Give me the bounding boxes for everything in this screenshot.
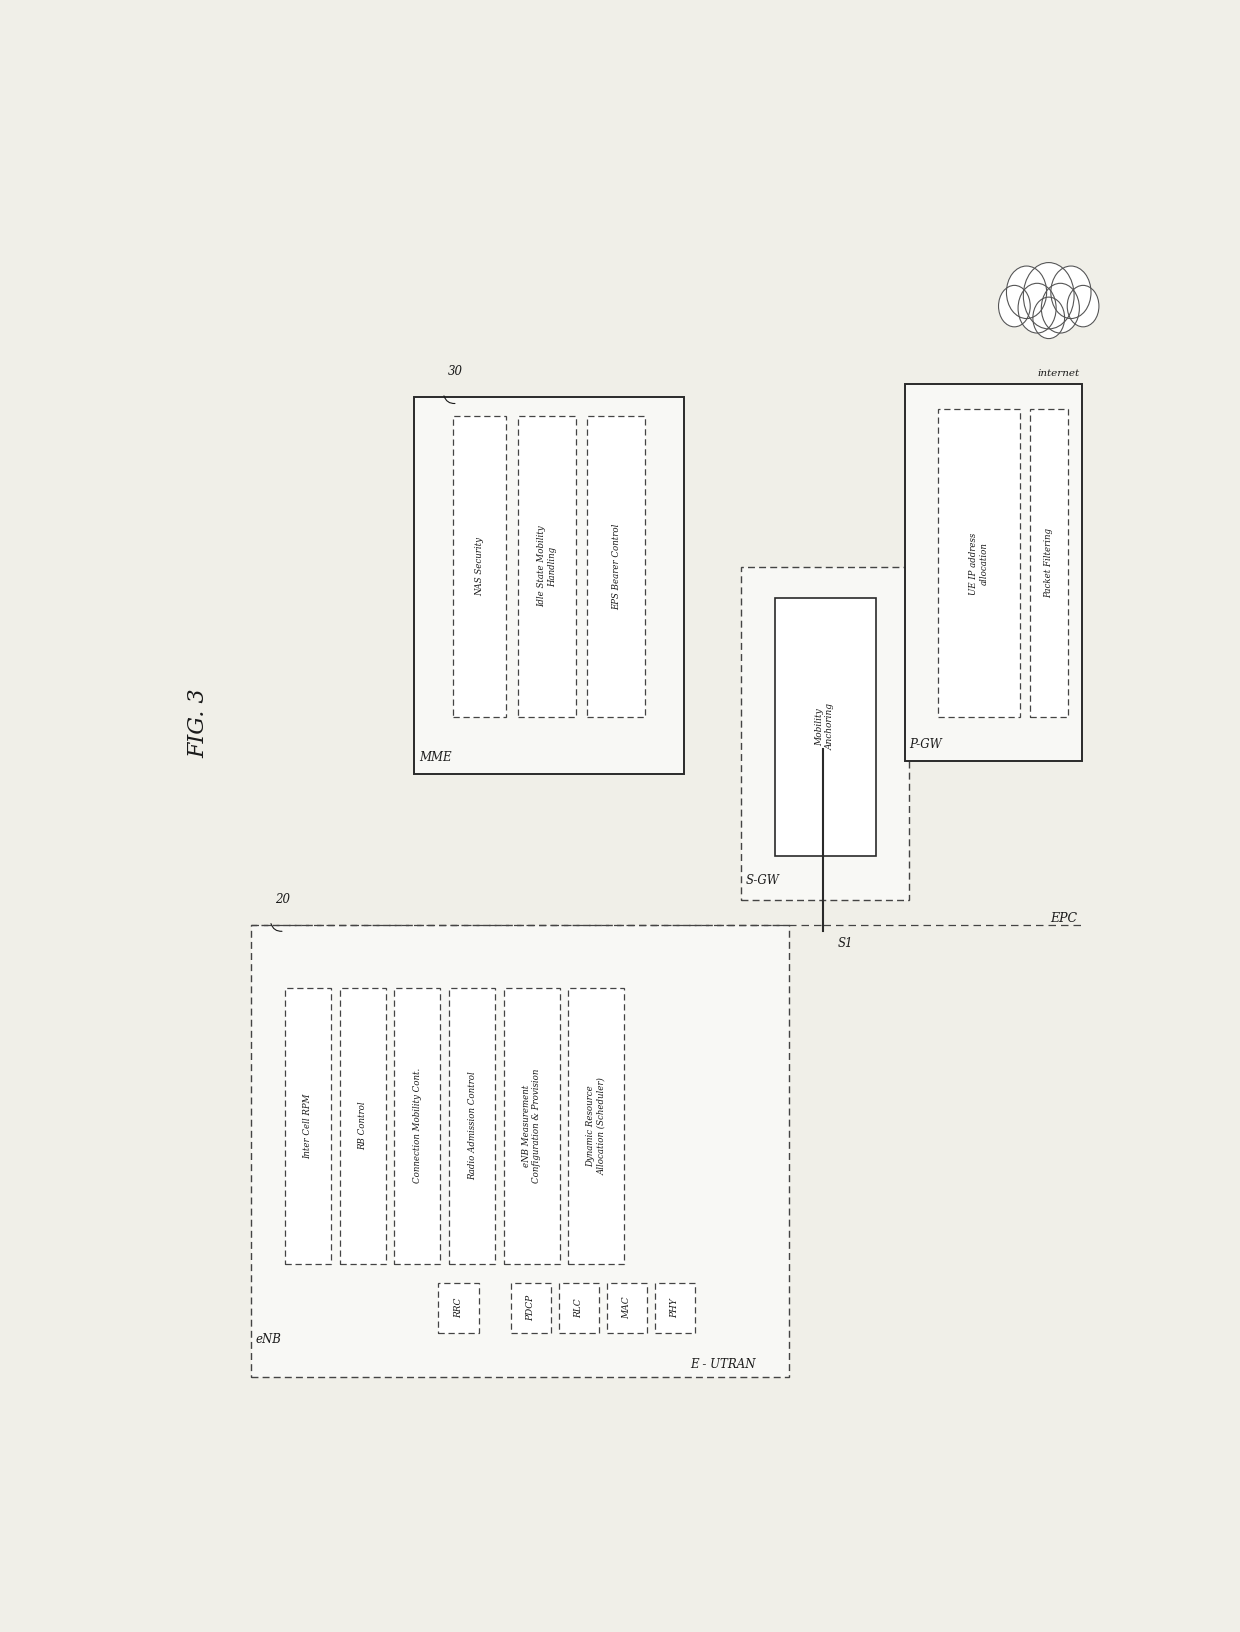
Bar	[340, 987, 386, 1263]
Text: S-GW: S-GW	[746, 875, 780, 888]
Circle shape	[1018, 284, 1056, 333]
Text: PDCP: PDCP	[526, 1294, 536, 1320]
Text: Connection Mobility Cont.: Connection Mobility Cont.	[413, 1067, 422, 1183]
Bar	[775, 597, 875, 855]
Text: Dynamic Resource
Allocation (Scheduler): Dynamic Resource Allocation (Scheduler)	[587, 1077, 606, 1175]
Text: MME: MME	[419, 751, 451, 764]
Text: EPS Bearer Control: EPS Bearer Control	[611, 524, 621, 610]
Text: Inter Cell RPM: Inter Cell RPM	[304, 1093, 312, 1159]
Bar	[742, 566, 909, 899]
Bar	[449, 987, 495, 1263]
Bar	[439, 1283, 479, 1333]
Text: Idle State Mobility
Handling: Idle State Mobility Handling	[537, 526, 557, 607]
Text: S1: S1	[837, 937, 853, 950]
Bar	[568, 987, 624, 1263]
Text: PHY: PHY	[671, 1297, 680, 1319]
Bar	[511, 1283, 551, 1333]
Text: 30: 30	[448, 366, 463, 379]
Text: EPC: EPC	[1050, 912, 1078, 925]
Bar	[414, 397, 683, 774]
Text: NAS Security: NAS Security	[475, 537, 484, 596]
Bar	[905, 384, 1083, 761]
Circle shape	[1068, 286, 1099, 326]
Circle shape	[998, 286, 1030, 326]
Circle shape	[1033, 297, 1065, 338]
Bar	[518, 416, 575, 718]
Text: E - UTRAN: E - UTRAN	[691, 1358, 755, 1371]
Circle shape	[1023, 263, 1074, 330]
Bar	[394, 987, 440, 1263]
Text: RB Control: RB Control	[358, 1102, 367, 1151]
Circle shape	[1042, 284, 1079, 333]
Text: Mobility
Anchoring: Mobility Anchoring	[816, 703, 835, 751]
Text: 20: 20	[275, 893, 290, 906]
Text: MAC: MAC	[622, 1297, 631, 1319]
Bar	[503, 987, 559, 1263]
Bar	[285, 987, 331, 1263]
Text: RRC: RRC	[454, 1297, 464, 1319]
Text: FIG. 3: FIG. 3	[187, 689, 210, 759]
Circle shape	[1007, 266, 1047, 318]
Bar	[655, 1283, 696, 1333]
Text: RLC: RLC	[574, 1297, 583, 1317]
Bar	[588, 416, 645, 718]
Text: Radio Admission Control: Radio Admission Control	[467, 1071, 476, 1180]
Circle shape	[1050, 266, 1091, 318]
Bar	[939, 410, 1019, 718]
Bar	[453, 416, 506, 718]
Text: P-GW: P-GW	[909, 738, 942, 751]
Text: eNB: eNB	[255, 1333, 281, 1346]
Text: Packet Filtering: Packet Filtering	[1044, 529, 1053, 599]
Bar	[558, 1283, 599, 1333]
Bar	[606, 1283, 647, 1333]
Text: UE IP address
allocation: UE IP address allocation	[970, 532, 988, 594]
Bar	[1029, 410, 1068, 718]
Bar	[250, 925, 790, 1377]
Text: eNB Measurement
Configuration & Provision: eNB Measurement Configuration & Provisio…	[522, 1069, 542, 1183]
Text: internet: internet	[1038, 369, 1079, 379]
